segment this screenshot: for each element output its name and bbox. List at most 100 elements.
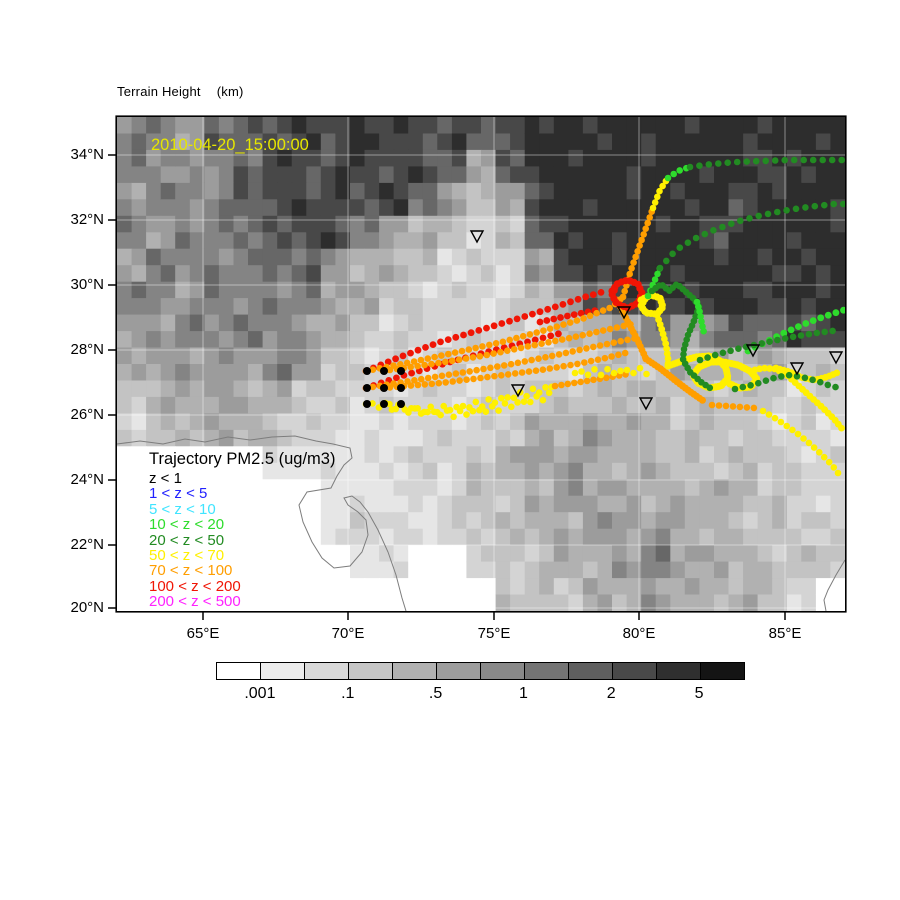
trajectory-dot [535,355,542,363]
terrain-cell [262,248,278,266]
trajectory-dot [476,406,483,414]
trajectory-dot [651,199,659,206]
terrain-cell [481,133,497,151]
terrain-cell [364,182,380,200]
terrain-cell [117,364,133,381]
terrain-cell [364,429,380,447]
terrain-cell [437,117,453,134]
trajectory-dot [620,322,627,330]
terrain-cell [539,528,555,546]
terrain-cell [218,479,234,497]
terrain-cell [131,561,147,579]
trajectory-dot [405,409,412,416]
trajectory-dot [562,349,570,357]
terrain-cell [699,133,715,151]
terrain-cell [189,314,205,332]
terrain-cell [408,215,424,233]
terrain-cell [306,248,322,266]
terrain-cell [582,149,598,167]
terrain-cell [714,561,730,579]
terrain-cell [772,182,788,200]
terrain-cell [728,117,744,134]
trajectory-dot [839,200,845,208]
terrain-cell [495,166,511,184]
terrain-cell [684,182,700,200]
terrain-cell [160,199,176,217]
terrain-cell [626,215,642,233]
terrain-cell [393,578,409,596]
terrain-cell [277,298,293,316]
terrain-cell [146,561,162,579]
terrain-cell [364,594,380,611]
terrain-cell [481,561,497,579]
terrain-cell [451,133,467,151]
terrain-cell [364,545,380,563]
terrain-cell [422,199,438,217]
terrain-cell [262,149,278,167]
terrain-cell [466,182,482,200]
terrain-cell [495,281,511,299]
terrain-cell [641,413,657,431]
terrain-cell [291,396,307,414]
trajectory-red [362,289,605,375]
terrain-cell [379,413,395,431]
trajectory-dot [570,311,578,318]
terrain-cell [524,298,540,316]
terrain-cell [379,149,395,167]
terrain-cell [277,347,293,365]
trajectory-dot [832,309,840,317]
terrain-cell [568,265,584,283]
trajectory-dot [596,342,604,349]
terrain-cell [830,578,845,596]
terrain-cell [510,166,526,184]
colorbar-tick-label: 2 [606,685,616,702]
trajectory-dot [722,402,730,410]
terrain-cell [495,117,511,134]
plot-title: Terrain Height (km) [117,84,244,99]
terrain-cell [291,446,307,464]
terrain-cell [801,199,817,217]
terrain-cell [422,182,438,200]
terrain-cell [306,528,322,546]
trajectory-dot [766,338,773,346]
terrain-cell [131,298,147,316]
terrain-cell [815,182,831,200]
terrain-cell [772,594,788,611]
terrain-cell [684,512,700,530]
trajectory-dot [520,398,528,406]
terrain-cell [160,133,176,151]
terrain-cell [481,199,497,217]
terrain-cell [248,314,264,332]
terrain-cell [655,578,671,596]
terrain-cell [757,429,773,447]
terrain-cell [801,298,817,316]
terrain-cell [218,545,234,563]
terrain-cell [291,265,307,283]
terrain-cell [248,364,264,381]
terrain-cell [684,396,700,414]
trajectory-dot [462,355,470,362]
terrain-cell [728,331,744,349]
terrain-cell [801,117,817,134]
terrain-cell [335,347,351,365]
terrain-cell [728,512,744,530]
trajectory-dot [802,204,809,211]
trajectory-dot [771,157,779,164]
terrain-cell [772,281,788,299]
trajectory-dot [817,378,824,386]
terrain-cell [699,578,715,596]
terrain-cell [291,413,307,431]
trajectory-dot [571,379,578,387]
terrain-cell [714,199,730,217]
terrain-cell [233,495,249,513]
terrain-cell [451,281,467,299]
terrain-cell [830,232,845,250]
terrain-cell [772,512,788,530]
terrain-cell [131,133,147,151]
terrain-cell [218,380,234,398]
terrain-cell [626,545,642,563]
trajectory-dot [506,336,513,344]
trajectory-dot [727,347,734,355]
trajectory-dot [497,348,504,356]
trajectory-dot [669,250,676,258]
